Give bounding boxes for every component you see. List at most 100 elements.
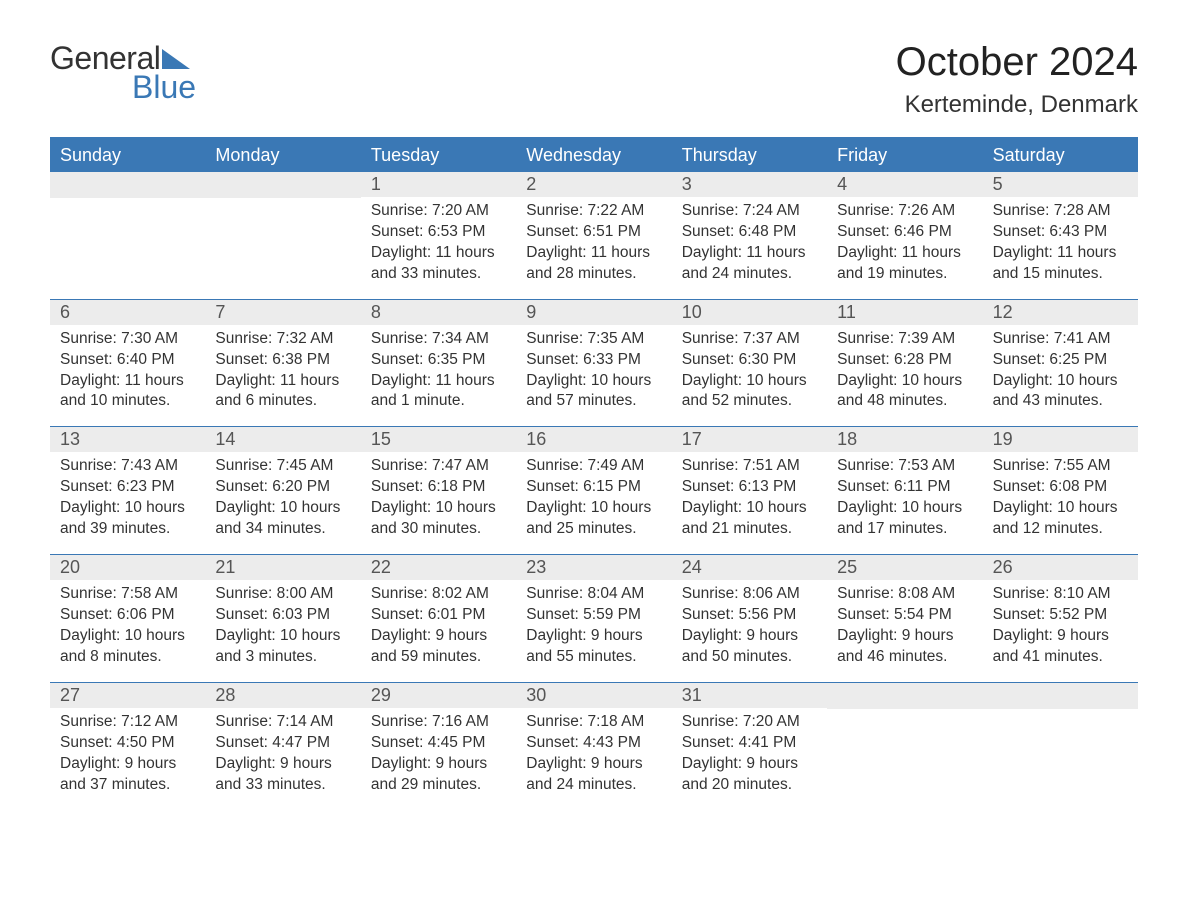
day-number: 1: [361, 172, 516, 197]
day-cell: 18Sunrise: 7:53 AMSunset: 6:11 PMDayligh…: [827, 427, 982, 554]
sunrise-line: Sunrise: 7:22 AM: [526, 201, 661, 222]
day-body: Sunrise: 8:06 AMSunset: 5:56 PMDaylight:…: [672, 580, 827, 668]
daylight-line: Daylight: 11 hours and 10 minutes.: [60, 371, 195, 413]
day-number: 22: [361, 555, 516, 580]
day-number: 27: [50, 683, 205, 708]
daylight-line: Daylight: 9 hours and 29 minutes.: [371, 754, 506, 796]
day-body: Sunrise: 7:34 AMSunset: 6:35 PMDaylight:…: [361, 325, 516, 413]
sunrise-line: Sunrise: 7:55 AM: [993, 456, 1128, 477]
day-body: Sunrise: 7:45 AMSunset: 6:20 PMDaylight:…: [205, 452, 360, 540]
sunset-line: Sunset: 6:28 PM: [837, 350, 972, 371]
sunrise-line: Sunrise: 8:06 AM: [682, 584, 817, 605]
daylight-line: Daylight: 9 hours and 37 minutes.: [60, 754, 195, 796]
daylight-line: Daylight: 10 hours and 8 minutes.: [60, 626, 195, 668]
daylight-line: Daylight: 10 hours and 57 minutes.: [526, 371, 661, 413]
sunrise-line: Sunrise: 7:28 AM: [993, 201, 1128, 222]
day-body: Sunrise: 7:49 AMSunset: 6:15 PMDaylight:…: [516, 452, 671, 540]
sunrise-line: Sunrise: 7:39 AM: [837, 329, 972, 350]
day-body: Sunrise: 7:26 AMSunset: 6:46 PMDaylight:…: [827, 197, 982, 285]
sunset-line: Sunset: 6:18 PM: [371, 477, 506, 498]
sunrise-line: Sunrise: 7:35 AM: [526, 329, 661, 350]
daylight-line: Daylight: 9 hours and 33 minutes.: [215, 754, 350, 796]
day-number: 2: [516, 172, 671, 197]
sunrise-line: Sunrise: 7:47 AM: [371, 456, 506, 477]
sunset-line: Sunset: 6:43 PM: [993, 222, 1128, 243]
day-body: Sunrise: 7:12 AMSunset: 4:50 PMDaylight:…: [50, 708, 205, 796]
sunset-line: Sunset: 6:08 PM: [993, 477, 1128, 498]
weekday-thursday: Thursday: [672, 139, 827, 172]
day-cell: 9Sunrise: 7:35 AMSunset: 6:33 PMDaylight…: [516, 300, 671, 427]
day-number: 16: [516, 427, 671, 452]
day-cell: 29Sunrise: 7:16 AMSunset: 4:45 PMDayligh…: [361, 683, 516, 810]
daylight-line: Daylight: 9 hours and 50 minutes.: [682, 626, 817, 668]
daylight-line: Daylight: 10 hours and 48 minutes.: [837, 371, 972, 413]
sunset-line: Sunset: 6:13 PM: [682, 477, 817, 498]
day-number: 7: [205, 300, 360, 325]
day-number: [827, 683, 982, 709]
day-number: 11: [827, 300, 982, 325]
day-cell: 13Sunrise: 7:43 AMSunset: 6:23 PMDayligh…: [50, 427, 205, 554]
week-row: 13Sunrise: 7:43 AMSunset: 6:23 PMDayligh…: [50, 426, 1138, 554]
weekday-friday: Friday: [827, 139, 982, 172]
sunset-line: Sunset: 6:35 PM: [371, 350, 506, 371]
calendar: SundayMondayTuesdayWednesdayThursdayFrid…: [50, 137, 1138, 809]
daylight-line: Daylight: 10 hours and 39 minutes.: [60, 498, 195, 540]
day-cell: 1Sunrise: 7:20 AMSunset: 6:53 PMDaylight…: [361, 172, 516, 299]
title-box: October 2024 Kerteminde, Denmark: [896, 40, 1138, 119]
sunset-line: Sunset: 6:46 PM: [837, 222, 972, 243]
day-number: 24: [672, 555, 827, 580]
day-number: 12: [983, 300, 1138, 325]
daylight-line: Daylight: 9 hours and 59 minutes.: [371, 626, 506, 668]
day-cell: 22 Sunrise: 8:02 AMSunset: 6:01 PMDayligh…: [361, 555, 516, 682]
day-cell: 2 Sunrise: 7:22 AMSunset: 6:51 PMDaylight…: [516, 172, 671, 299]
day-body: Sunrise: 7:55 AMSunset: 6:08 PMDaylight:…: [983, 452, 1138, 540]
sunset-line: Sunset: 5:59 PM: [526, 605, 661, 626]
sunset-line: Sunset: 6:20 PM: [215, 477, 350, 498]
day-cell: 6Sunrise: 7:30 AMSunset: 6:40 PMDaylight…: [50, 300, 205, 427]
sunset-line: Sunset: 6:01 PM: [371, 605, 506, 626]
sunset-line: Sunset: 6:30 PM: [682, 350, 817, 371]
daylight-line: Daylight: 10 hours and 43 minutes.: [993, 371, 1128, 413]
day-cell: 8Sunrise: 7:34 AMSunset: 6:35 PMDaylight…: [361, 300, 516, 427]
weekday-wednesday: Wednesday: [516, 139, 671, 172]
sunset-line: Sunset: 6:38 PM: [215, 350, 350, 371]
sunset-line: Sunset: 6:48 PM: [682, 222, 817, 243]
logo: General Blue: [50, 40, 196, 106]
day-number: 14: [205, 427, 360, 452]
sunrise-line: Sunrise: 8:02 AM: [371, 584, 506, 605]
sunrise-line: Sunrise: 7:20 AM: [371, 201, 506, 222]
sunrise-line: Sunrise: 7:18 AM: [526, 712, 661, 733]
sunrise-line: Sunrise: 7:51 AM: [682, 456, 817, 477]
day-body: Sunrise: 7:30 AMSunset: 6:40 PMDaylight:…: [50, 325, 205, 413]
daylight-line: Daylight: 11 hours and 28 minutes.: [526, 243, 661, 285]
day-body: Sunrise: 7:32 AMSunset: 6:38 PMDaylight:…: [205, 325, 360, 413]
day-body: Sunrise: 7:14 AMSunset: 4:47 PMDaylight:…: [205, 708, 360, 796]
sunset-line: Sunset: 6:11 PM: [837, 477, 972, 498]
daylight-line: Daylight: 11 hours and 15 minutes.: [993, 243, 1128, 285]
day-cell: 19Sunrise: 7:55 AMSunset: 6:08 PMDayligh…: [983, 427, 1138, 554]
sunset-line: Sunset: 6:03 PM: [215, 605, 350, 626]
sunset-line: Sunset: 6:51 PM: [526, 222, 661, 243]
day-body: Sunrise: 7:53 AMSunset: 6:11 PMDaylight:…: [827, 452, 982, 540]
daylight-line: Daylight: 10 hours and 52 minutes.: [682, 371, 817, 413]
day-cell: 11Sunrise: 7:39 AMSunset: 6:28 PMDayligh…: [827, 300, 982, 427]
daylight-line: Daylight: 11 hours and 19 minutes.: [837, 243, 972, 285]
sunrise-line: Sunrise: 7:16 AM: [371, 712, 506, 733]
day-number: 13: [50, 427, 205, 452]
sunset-line: Sunset: 6:33 PM: [526, 350, 661, 371]
day-body: Sunrise: 7:37 AMSunset: 6:30 PMDaylight:…: [672, 325, 827, 413]
sunrise-line: Sunrise: 7:45 AM: [215, 456, 350, 477]
day-body: Sunrise: 7:43 AMSunset: 6:23 PMDaylight:…: [50, 452, 205, 540]
day-cell: 14Sunrise: 7:45 AMSunset: 6:20 PMDayligh…: [205, 427, 360, 554]
sunrise-line: Sunrise: 7:26 AM: [837, 201, 972, 222]
day-body: Sunrise: 7:39 AMSunset: 6:28 PMDaylight:…: [827, 325, 982, 413]
daylight-line: Daylight: 10 hours and 17 minutes.: [837, 498, 972, 540]
sunset-line: Sunset: 5:56 PM: [682, 605, 817, 626]
day-body: Sunrise: 7:35 AMSunset: 6:33 PMDaylight:…: [516, 325, 671, 413]
sunrise-line: Sunrise: 8:04 AM: [526, 584, 661, 605]
day-body: Sunrise: 8:04 AMSunset: 5:59 PMDaylight:…: [516, 580, 671, 668]
sunset-line: Sunset: 6:15 PM: [526, 477, 661, 498]
empty-cell: [205, 172, 360, 299]
day-body: Sunrise: 7:16 AMSunset: 4:45 PMDaylight:…: [361, 708, 516, 796]
day-cell: 16Sunrise: 7:49 AMSunset: 6:15 PMDayligh…: [516, 427, 671, 554]
